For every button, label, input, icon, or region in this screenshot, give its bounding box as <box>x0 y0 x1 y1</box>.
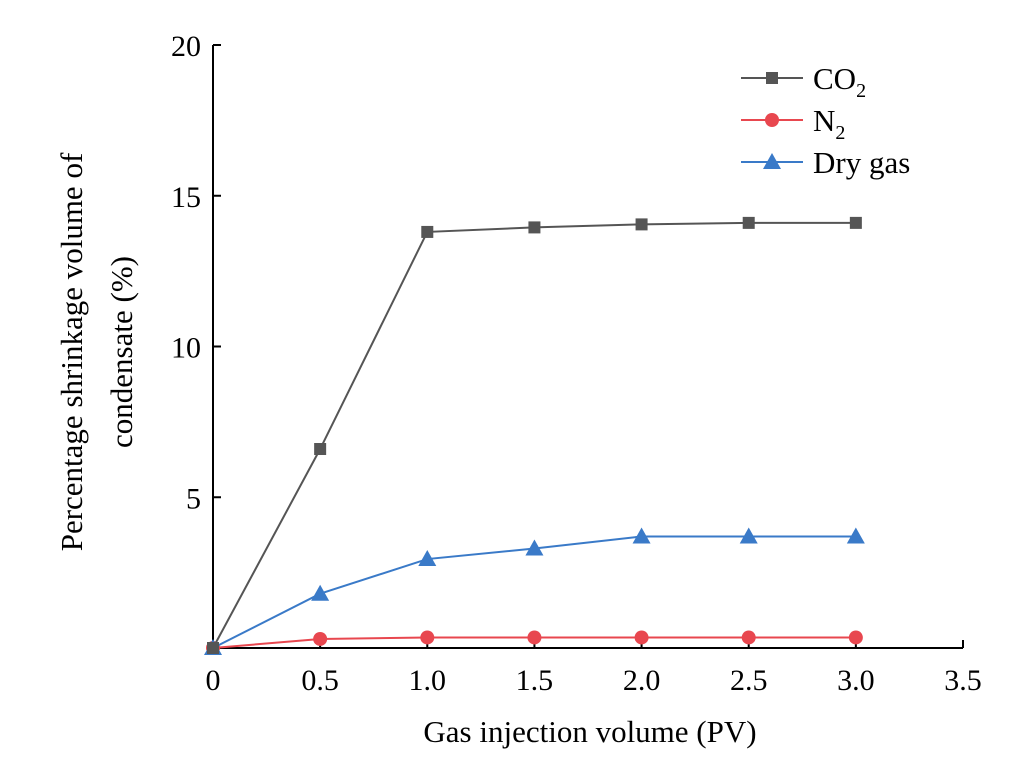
x-tick-label: 2.5 <box>730 664 768 697</box>
data-point-co2 <box>742 216 755 229</box>
series-line-co2 <box>212 221 856 649</box>
legend-marker-dry-gas <box>763 153 781 169</box>
data-point-co2 <box>635 218 648 231</box>
series-dry-gas <box>204 527 865 655</box>
x-tick-label: 1.5 <box>516 664 554 697</box>
data-point-co2 <box>421 225 434 238</box>
data-point-co2 <box>849 216 862 229</box>
x-tick-label: 3.5 <box>944 664 982 697</box>
y-tick-label: 15 <box>171 181 201 214</box>
y-tick-label: 20 <box>171 30 201 63</box>
legend-item-co2: CO2 <box>741 61 866 102</box>
y-axis-title: Percentage shrinkage volume of condensat… <box>54 152 139 551</box>
data-point-co2 <box>528 221 541 234</box>
data-point-dry-gas <box>846 527 865 544</box>
legend-item-n2: N2 <box>741 103 845 144</box>
x-tick-label: 2.0 <box>623 664 661 697</box>
x-tick-label: 3.0 <box>837 664 875 697</box>
series-co2 <box>207 216 862 654</box>
data-point-n2 <box>848 630 863 645</box>
legend-label-n2: N2 <box>813 103 845 144</box>
data-point-dry-gas <box>525 539 544 556</box>
y-axis-title-line-2: condensate (%) <box>104 256 139 448</box>
x-ticks: 0 0.5 1.0 1.5 2.0 2.5 3.0 3.5 <box>206 640 982 697</box>
x-tick-label: 1.0 <box>409 664 447 697</box>
x-tick-label: 0.5 <box>301 664 339 697</box>
data-point-dry-gas <box>739 527 758 544</box>
y-tick-label: 10 <box>171 332 201 365</box>
legend-label-dry-gas: Dry gas <box>813 145 910 180</box>
data-point-co2 <box>207 642 219 654</box>
legend-item-dry-gas: Dry gas <box>741 145 910 180</box>
x-tick-label: 0 <box>206 664 221 697</box>
y-ticks: 5 10 15 20 <box>171 30 221 515</box>
data-point-n2 <box>527 630 542 645</box>
data-point-n2 <box>420 630 435 645</box>
data-point-dry-gas <box>311 584 330 601</box>
legend-marker-co2 <box>766 72 778 84</box>
x-axis-title: Gas injection volume (PV) <box>423 714 756 749</box>
data-point-dry-gas <box>418 550 437 567</box>
data-point-n2 <box>741 630 756 645</box>
legend-label-co2: CO2 <box>813 61 866 102</box>
data-point-co2 <box>314 443 327 456</box>
y-tick-label: 5 <box>186 482 201 515</box>
series-n2 <box>206 630 863 655</box>
series-layer <box>204 216 865 655</box>
axes <box>212 45 963 649</box>
data-point-n2 <box>313 631 328 646</box>
y-axis-title-line-1: Percentage shrinkage volume of <box>54 152 89 551</box>
data-point-dry-gas <box>632 527 651 544</box>
legend-marker-n2 <box>765 113 779 127</box>
data-point-n2 <box>634 630 649 645</box>
